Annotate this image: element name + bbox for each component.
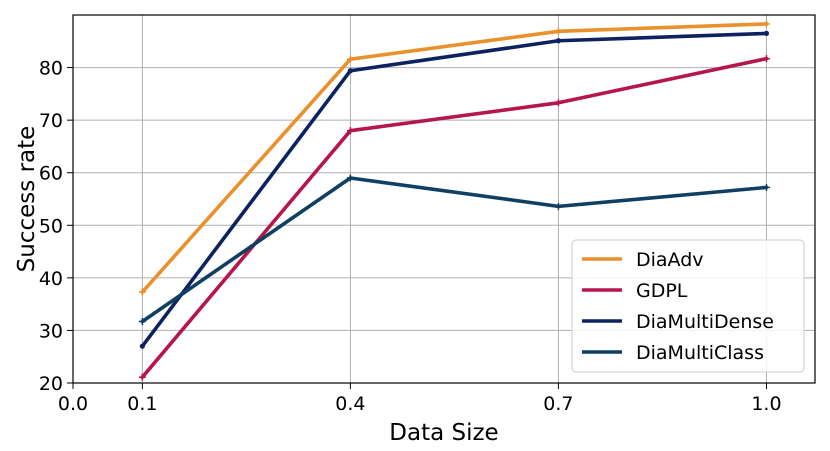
series-line	[140, 56, 769, 380]
x-axis-label: Data Size	[389, 420, 498, 446]
plot-frame	[72, 14, 816, 384]
legend-entry: GDPL	[582, 280, 688, 302]
series-diamultidense	[139, 30, 770, 349]
legend-box	[571, 239, 805, 373]
y-axis-label: Success rate	[14, 126, 40, 273]
y-tick-label: 30	[39, 320, 63, 342]
legend-entry: DiaMultiClass	[582, 342, 764, 364]
x-tick-label: 0.1	[127, 393, 157, 415]
series-gdpl	[138, 55, 770, 381]
series-line	[140, 176, 769, 324]
x-tick-label: 0.7	[543, 393, 573, 415]
series-layer	[138, 20, 770, 381]
series-line	[140, 31, 769, 349]
y-tick-label: 80	[39, 58, 63, 80]
series-diamulticlass	[138, 174, 770, 325]
y-axis: 20 30 40 50 60 70 80	[39, 58, 73, 395]
legend-label: DiaMultiClass	[636, 342, 764, 364]
legend: DiaAdv GDPL DiaMultiDense DiaMultiClass	[571, 239, 805, 373]
y-tick-label: 70	[39, 110, 63, 132]
legend-entry: DiaMultiDense	[582, 311, 774, 333]
data-point	[763, 30, 770, 36]
y-tick-label: 40	[39, 268, 63, 290]
x-tick-label: 1.0	[751, 393, 781, 415]
legend-label: DiaAdv	[636, 249, 704, 271]
x-axis: 0.0 0.1 0.4 0.7 1.0	[58, 383, 782, 415]
legend-entry: DiaAdv	[582, 249, 704, 271]
data-point	[555, 38, 562, 44]
y-tick-label: 50	[39, 215, 63, 237]
y-tick-label: 20	[39, 373, 63, 395]
series-diaadv	[138, 20, 770, 296]
legend-label: GDPL	[636, 280, 688, 302]
y-tick-label: 60	[39, 163, 63, 185]
data-point	[139, 343, 145, 349]
data-point	[347, 68, 353, 74]
series-line	[140, 22, 769, 294]
x-tick-label: 0.4	[335, 393, 365, 415]
legend-label: DiaMultiDense	[636, 311, 774, 333]
x-tick-label: 0.0	[58, 393, 88, 415]
